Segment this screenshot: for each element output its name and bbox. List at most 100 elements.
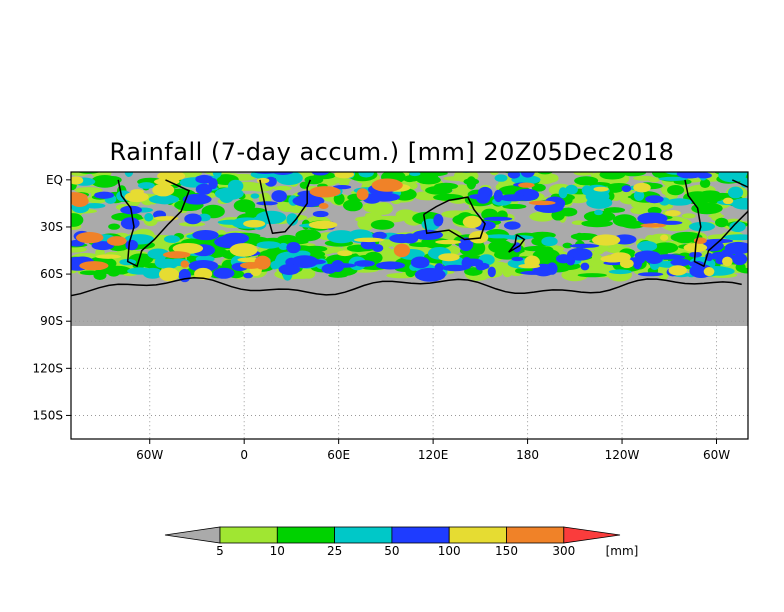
rain-cell	[326, 230, 356, 244]
plot-frame	[70, 171, 749, 440]
latitude-labels: EQ 30S 60S 90S 120S 150S	[32, 173, 71, 422]
rain-cell	[255, 210, 287, 225]
colorbar-label: 50	[384, 544, 399, 558]
rain-cell	[342, 267, 356, 273]
rain-cell	[243, 272, 254, 279]
rain-cell	[308, 220, 338, 229]
rain-cell	[566, 256, 576, 266]
colorbar-segment	[276, 526, 335, 544]
rain-cell	[637, 272, 664, 277]
rain-cell	[71, 195, 89, 207]
rain-cell	[178, 222, 206, 227]
rain-cell	[213, 267, 235, 279]
rain-cell	[503, 221, 521, 230]
rain-cell	[531, 183, 546, 192]
rain-cell	[71, 246, 87, 253]
lon-tick-label: 60W	[703, 448, 730, 462]
rain-cell	[670, 258, 691, 267]
colorbar-segment	[506, 526, 565, 544]
rain-cell	[463, 173, 479, 179]
rain-cell	[594, 245, 610, 252]
rain-cell	[142, 267, 163, 279]
rain-cell	[668, 265, 687, 276]
rain-cell	[574, 176, 599, 186]
rain-cell	[666, 198, 692, 206]
rain-cell	[273, 185, 292, 191]
rain-cell	[529, 211, 556, 222]
rain-cell	[501, 263, 514, 278]
rain-cell	[493, 189, 503, 203]
rain-cell	[503, 235, 534, 240]
rain-cell	[208, 178, 218, 190]
rain-cell	[217, 219, 246, 225]
rain-cell	[665, 210, 681, 217]
rain-cell	[91, 175, 119, 188]
rain-cell	[731, 198, 748, 210]
rain-cell	[152, 183, 175, 197]
australia-outline	[422, 196, 486, 241]
rain-cell	[433, 213, 444, 227]
rain-cell	[137, 182, 155, 189]
rain-cell	[722, 197, 734, 205]
rain-cell	[77, 172, 101, 174]
rain-cell	[468, 231, 489, 244]
colorbar-label: 100	[438, 544, 461, 558]
rain-cell	[337, 250, 353, 257]
rain-cell	[558, 187, 568, 199]
rain-cell	[132, 263, 145, 269]
rain-cell	[71, 213, 84, 227]
rain-cell	[83, 203, 106, 209]
colorbar-segment	[391, 526, 450, 544]
lat-tick-label: 60S	[40, 267, 63, 281]
rain-cell	[338, 178, 350, 187]
rain-cell	[577, 273, 607, 278]
rain-cell	[382, 240, 397, 247]
colorbar-segment	[448, 526, 507, 544]
rain-cell	[593, 186, 609, 192]
rain-cell	[621, 185, 632, 193]
rain-cell	[594, 209, 603, 216]
rain-cell	[292, 194, 325, 208]
rain-cell	[182, 193, 212, 205]
rain-cell	[311, 172, 330, 176]
rain-cell	[124, 191, 149, 203]
rain-cell	[494, 174, 508, 182]
rain-cell	[372, 231, 387, 240]
rain-cell	[163, 235, 180, 244]
rain-cell	[374, 202, 393, 215]
rain-cell	[106, 236, 127, 246]
rain-cell	[180, 260, 189, 268]
lon-tick-label: 0	[240, 448, 248, 462]
rain-cell	[195, 183, 213, 195]
rain-cell	[676, 172, 703, 179]
rain-cell	[703, 267, 715, 277]
rain-cell	[295, 229, 321, 242]
rain-cell	[633, 182, 651, 193]
lon-tick-label: 120E	[418, 448, 449, 462]
rain-cell	[356, 188, 369, 201]
rain-cell	[738, 267, 748, 274]
rain-cell	[155, 196, 174, 205]
rain-cell	[511, 175, 541, 185]
rain-cell	[599, 172, 626, 180]
antarctica-outline	[71, 277, 742, 297]
rain-cell	[608, 269, 632, 275]
rain-cell	[543, 176, 553, 182]
rain-cell	[194, 267, 213, 280]
rain-cell	[94, 172, 107, 173]
colorbar-label: 25	[327, 544, 342, 558]
rain-cell	[212, 172, 222, 179]
rain-cell	[120, 217, 140, 230]
rain-cell	[184, 213, 202, 225]
rain-cell	[188, 260, 219, 272]
rain-cell	[645, 195, 664, 204]
rain-cell	[565, 184, 578, 195]
rain-cell	[573, 172, 594, 176]
rain-cell	[410, 256, 430, 269]
lon-tick-label: 60E	[327, 448, 350, 462]
rain-cell	[645, 253, 663, 264]
rain-cell	[473, 241, 486, 255]
rain-cell	[389, 233, 415, 244]
rain-cell	[227, 179, 244, 193]
